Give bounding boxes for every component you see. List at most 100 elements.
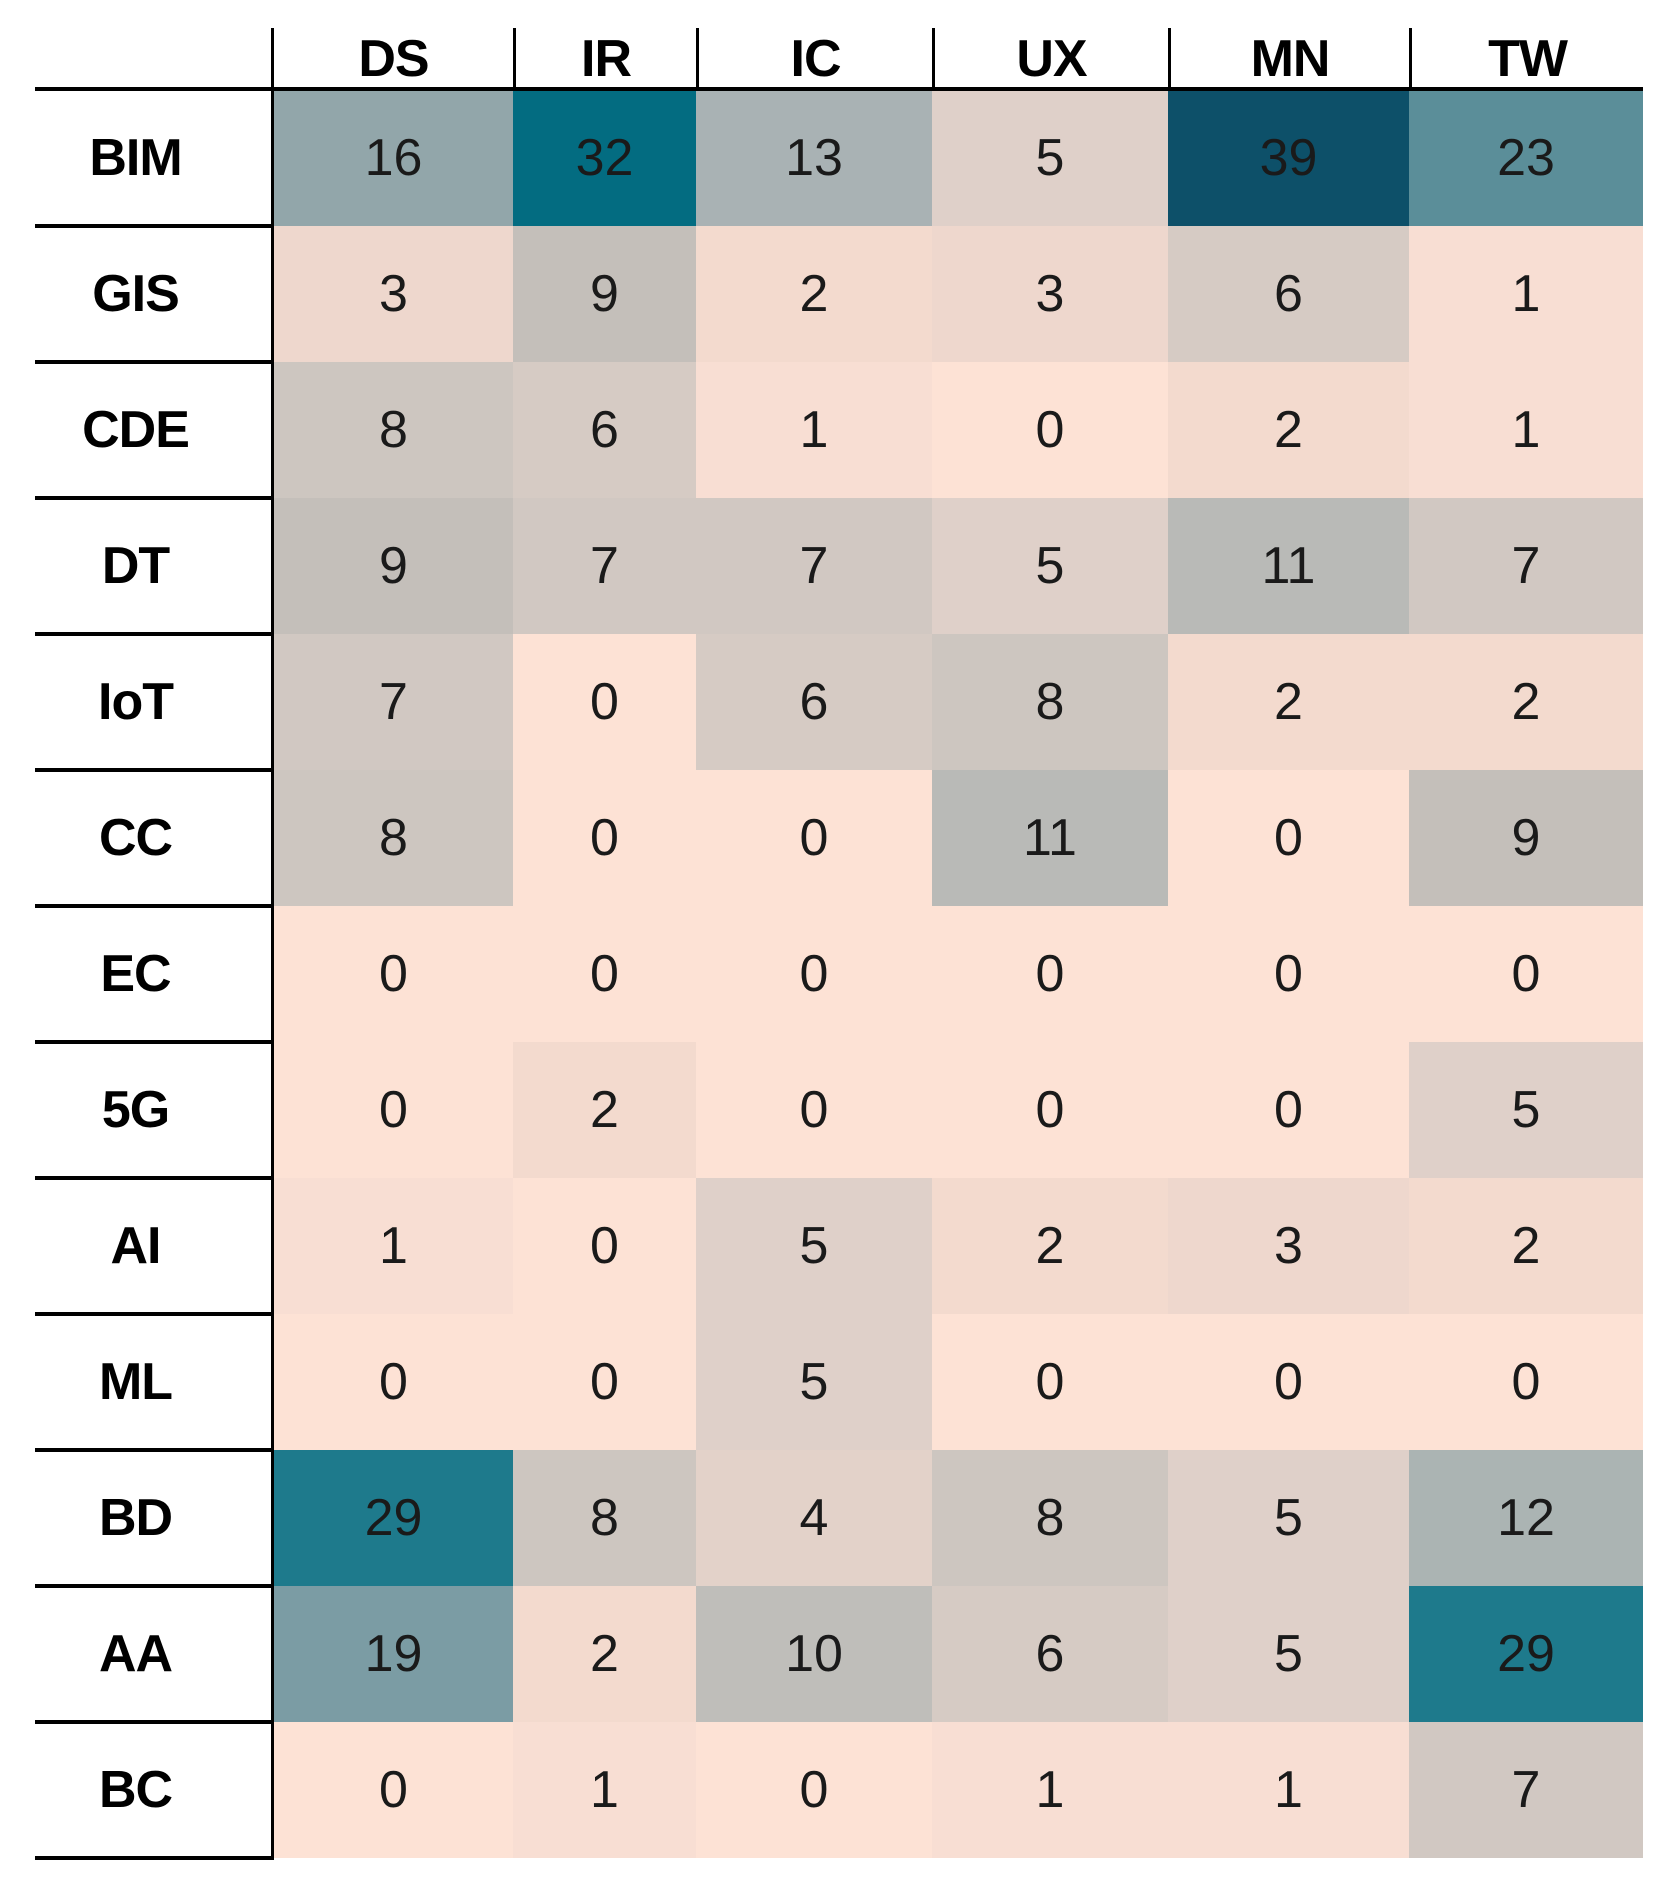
heatmap-cell-iot-ir: 0 — [513, 634, 696, 770]
heatmap-cell-cc-ic: 0 — [696, 770, 932, 906]
row-label-gis: GIS — [0, 226, 274, 364]
row-label-aa: AA — [0, 1586, 274, 1724]
heatmap-cell-5g-ux: 0 — [932, 1042, 1168, 1178]
heatmap-cell-ml-mn: 0 — [1168, 1314, 1409, 1450]
heatmap-cell-gis-mn: 6 — [1168, 226, 1409, 362]
heatmap-cell-iot-ic: 6 — [696, 634, 932, 770]
heatmap-cell-5g-ic: 0 — [696, 1042, 932, 1178]
heatmap-cell-aa-tw: 29 — [1409, 1586, 1643, 1722]
heatmap-cell-5g-mn: 0 — [1168, 1042, 1409, 1178]
heatmap-cell-gis-ic: 2 — [696, 226, 932, 362]
heatmap-cell-5g-ds: 0 — [274, 1042, 513, 1178]
heatmap-cell-aa-ic: 10 — [696, 1586, 932, 1722]
heatmap-cell-ec-ds: 0 — [274, 906, 513, 1042]
heatmap-cell-ec-ic: 0 — [696, 906, 932, 1042]
heatmap-cell-dt-ir: 7 — [513, 498, 696, 634]
heatmap-cell-cde-ux: 0 — [932, 362, 1168, 498]
heatmap-cell-bd-ds: 29 — [274, 1450, 513, 1586]
heatmap-cell-gis-ds: 3 — [274, 226, 513, 362]
heatmap-cell-bd-tw: 12 — [1409, 1450, 1643, 1586]
heatmap-grid: DS IR IC UX MN TW BIM 16 32 13 5 39 23 GIS 3 9 2 3 6 1 CDE 8 6… — [0, 28, 1643, 1860]
heatmap-cell-ml-ds: 0 — [274, 1314, 513, 1450]
heatmap-cell-cc-ux: 11 — [932, 770, 1168, 906]
heatmap-cell-bim-tw: 23 — [1409, 90, 1643, 226]
heatmap-cell-aa-ds: 19 — [274, 1586, 513, 1722]
heatmap-cell-bim-ux: 5 — [932, 90, 1168, 226]
heatmap-cell-ml-ir: 0 — [513, 1314, 696, 1450]
heatmap-cell-ml-ux: 0 — [932, 1314, 1168, 1450]
row-label-bc: BC — [0, 1722, 274, 1860]
heatmap-cell-ec-ir: 0 — [513, 906, 696, 1042]
heatmap-cell-iot-tw: 2 — [1409, 634, 1643, 770]
heatmap-cell-bc-ic: 0 — [696, 1722, 932, 1858]
heatmap-cell-aa-mn: 5 — [1168, 1586, 1409, 1722]
row-label-bd: BD — [0, 1450, 274, 1588]
heatmap-cell-5g-ir: 2 — [513, 1042, 696, 1178]
col-header-tw: TW — [1409, 28, 1643, 90]
heatmap-cell-ai-ux: 2 — [932, 1178, 1168, 1314]
row-label-cc: CC — [0, 770, 274, 908]
heatmap-cell-ml-ic: 5 — [696, 1314, 932, 1450]
col-header-ic: IC — [696, 28, 932, 90]
heatmap-cell-ml-tw: 0 — [1409, 1314, 1643, 1450]
heatmap-cell-cde-ir: 6 — [513, 362, 696, 498]
heatmap-cell-bim-mn: 39 — [1168, 90, 1409, 226]
row-label-dt: DT — [0, 498, 274, 636]
heatmap-cell-bc-ux: 1 — [932, 1722, 1168, 1858]
row-label-ml: ML — [0, 1314, 274, 1452]
heatmap-cell-bim-ds: 16 — [274, 90, 513, 226]
row-label-ai: AI — [0, 1178, 274, 1316]
heatmap-cell-5g-tw: 5 — [1409, 1042, 1643, 1178]
heatmap-cell-ec-tw: 0 — [1409, 906, 1643, 1042]
heatmap-cell-bd-mn: 5 — [1168, 1450, 1409, 1586]
col-header-ir: IR — [513, 28, 696, 90]
heatmap-cell-bc-ir: 1 — [513, 1722, 696, 1858]
heatmap-cell-dt-tw: 7 — [1409, 498, 1643, 634]
heatmap-cell-bc-ds: 0 — [274, 1722, 513, 1858]
heatmap-cell-bim-ic: 13 — [696, 90, 932, 226]
heatmap-cell-cde-tw: 1 — [1409, 362, 1643, 498]
heatmap-cell-gis-ux: 3 — [932, 226, 1168, 362]
header-underline — [35, 87, 1643, 91]
row-label-bim: BIM — [0, 90, 274, 228]
heatmap-cell-aa-ir: 2 — [513, 1586, 696, 1722]
heatmap-cell-cc-ir: 0 — [513, 770, 696, 906]
heatmap-cell-cc-ds: 8 — [274, 770, 513, 906]
heatmap-cell-gis-tw: 1 — [1409, 226, 1643, 362]
heatmap-cell-bd-ux: 8 — [932, 1450, 1168, 1586]
row-label-iot: IoT — [0, 634, 274, 772]
row-label-ec: EC — [0, 906, 274, 1044]
row-label-5g: 5G — [0, 1042, 274, 1180]
heatmap-cell-gis-ir: 9 — [513, 226, 696, 362]
heatmap-cell-cde-mn: 2 — [1168, 362, 1409, 498]
heatmap-cell-ec-mn: 0 — [1168, 906, 1409, 1042]
heatmap-cell-cc-tw: 9 — [1409, 770, 1643, 906]
heatmap-cell-ai-tw: 2 — [1409, 1178, 1643, 1314]
heatmap-cell-ai-ir: 0 — [513, 1178, 696, 1314]
heatmap-cell-bim-ir: 32 — [513, 90, 696, 226]
heatmap-cell-iot-ux: 8 — [932, 634, 1168, 770]
heatmap-cell-aa-ux: 6 — [932, 1586, 1168, 1722]
heatmap-cell-dt-ux: 5 — [932, 498, 1168, 634]
heatmap-cell-dt-mn: 11 — [1168, 498, 1409, 634]
row-label-cde: CDE — [0, 362, 274, 500]
heatmap-cell-iot-mn: 2 — [1168, 634, 1409, 770]
heatmap-cell-bc-mn: 1 — [1168, 1722, 1409, 1858]
heatmap-cell-ai-mn: 3 — [1168, 1178, 1409, 1314]
heatmap-cell-cde-ic: 1 — [696, 362, 932, 498]
col-header-ds: DS — [274, 28, 513, 90]
heatmap-cell-dt-ds: 9 — [274, 498, 513, 634]
heatmap-cell-dt-ic: 7 — [696, 498, 932, 634]
col-header-ux: UX — [932, 28, 1168, 90]
heatmap-cell-bd-ir: 8 — [513, 1450, 696, 1586]
heatmap-cell-cc-mn: 0 — [1168, 770, 1409, 906]
heatmap-cell-iot-ds: 7 — [274, 634, 513, 770]
heatmap-cell-ec-ux: 0 — [932, 906, 1168, 1042]
heatmap-cell-cde-ds: 8 — [274, 362, 513, 498]
heatmap-cell-ai-ds: 1 — [274, 1178, 513, 1314]
corner-cell — [0, 28, 274, 90]
heatmap-cell-ai-ic: 5 — [696, 1178, 932, 1314]
heatmap-cell-bc-tw: 7 — [1409, 1722, 1643, 1858]
heatmap-cell-bd-ic: 4 — [696, 1450, 932, 1586]
